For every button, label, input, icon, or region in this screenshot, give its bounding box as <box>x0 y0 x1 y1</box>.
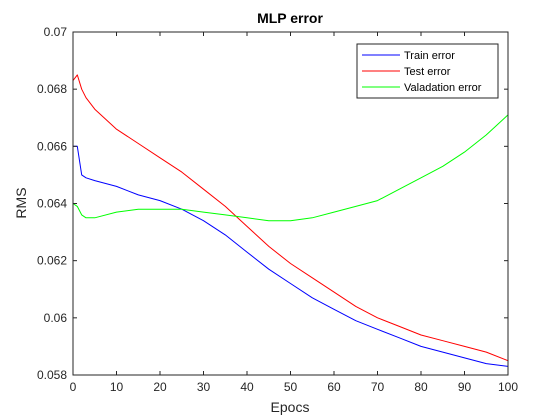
x-tick-label: 60 <box>327 380 341 394</box>
chart-title: MLP error <box>257 10 323 26</box>
y-tick-label: 0.06 <box>44 311 68 325</box>
x-tick-label: 10 <box>110 380 124 394</box>
x-tick-label: 80 <box>414 380 428 394</box>
y-tick-label: 0.058 <box>37 368 67 382</box>
y-tick-label: 0.07 <box>44 25 68 39</box>
x-tick-label: 0 <box>70 380 77 394</box>
x-tick-label: 90 <box>458 380 472 394</box>
legend-label-train: Train error <box>404 50 455 62</box>
x-tick-label: 40 <box>240 380 254 394</box>
x-tick-label: 20 <box>153 380 167 394</box>
y-tick-label: 0.062 <box>37 254 67 268</box>
legend-label-validation: Valadation error <box>404 82 482 94</box>
legend: Train error Test error Valadation error <box>357 44 498 98</box>
y-tick-label: 0.064 <box>37 197 67 211</box>
x-tick-label: 70 <box>371 380 385 394</box>
x-tick-label: 50 <box>284 380 298 394</box>
x-tick-label: 100 <box>498 380 518 394</box>
x-tick-label: 30 <box>197 380 211 394</box>
y-axis-label: RMS <box>13 187 29 218</box>
x-axis-label: Epocs <box>271 399 310 415</box>
y-tick-label: 0.068 <box>37 82 67 96</box>
y-tick-label: 0.066 <box>37 139 67 153</box>
legend-label-test: Test error <box>404 66 451 78</box>
